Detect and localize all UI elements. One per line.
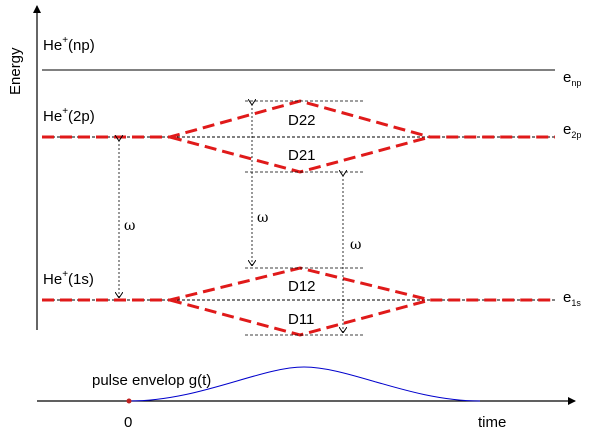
omega-label-outer: ω [350, 237, 361, 253]
state-label-2p: He+(2p) [43, 106, 95, 125]
omega-label-bare: ω [124, 218, 135, 234]
energy-axis-label: Energy [7, 47, 24, 95]
dressed-label-d12: D12 [288, 278, 316, 295]
omega-label-inner: ω [257, 210, 268, 226]
dressed-label-d21: D21 [288, 147, 316, 164]
energy-label-1s: e1s [563, 289, 581, 308]
time-origin-label: 0 [124, 414, 132, 431]
energy-label-2p: e2p [563, 121, 581, 140]
pulse-label: pulse envelop g(t) [92, 372, 211, 389]
dressed-label-d22: D22 [288, 112, 316, 129]
dressed-label-d11: D11 [288, 311, 314, 328]
energy-label-np: enp [563, 69, 581, 88]
state-label-np: He+(np) [43, 35, 95, 54]
time-axis-label: time [478, 414, 506, 431]
time-origin-marker [126, 398, 132, 404]
state-label-1s: He+(1s) [43, 269, 94, 288]
pulse-envelope [128, 366, 481, 402]
